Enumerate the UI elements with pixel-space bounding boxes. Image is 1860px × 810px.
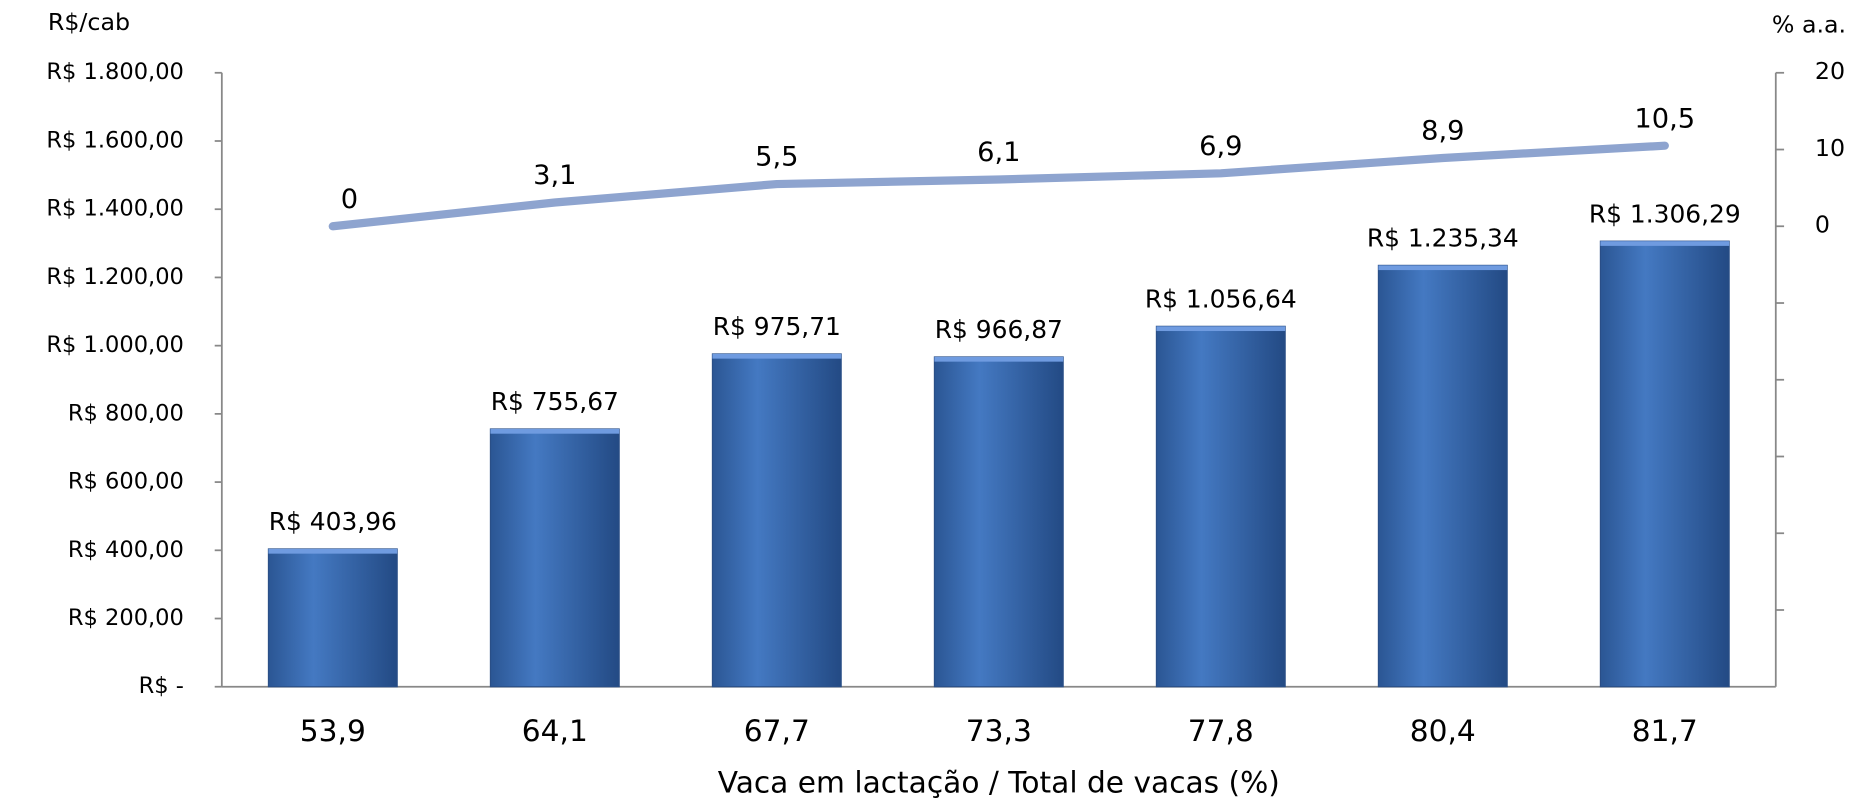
y-tick-label: R$ 1.200,00: [46, 264, 183, 290]
y-axis-title: R$/cab: [48, 8, 130, 36]
line-value-label: 10,5: [1634, 103, 1695, 134]
y-tick-label: R$ -: [139, 673, 184, 699]
bar: [1377, 264, 1508, 688]
bar-value-label: R$ 975,71: [713, 312, 841, 341]
y-tick-label: R$ 600,00: [68, 469, 184, 495]
bar: [1599, 240, 1730, 688]
line-value-label: 6,1: [977, 137, 1020, 168]
y2-tick-label: 0: [1815, 211, 1830, 239]
y-tick-label: R$ 200,00: [68, 605, 184, 631]
y2-tick-label: 10: [1815, 134, 1845, 162]
bar: [267, 548, 398, 688]
line-value-label: 6,9: [1199, 131, 1242, 162]
bar-top: [1156, 326, 1286, 332]
bar-top: [934, 356, 1064, 362]
x-tick-label: 73,3: [966, 714, 1032, 748]
bar-top: [712, 353, 842, 359]
line: [328, 141, 1669, 231]
y-tick-label: R$ 800,00: [68, 400, 184, 426]
bar-value-label: R$ 1.306,29: [1589, 199, 1741, 228]
x-tick-label: 77,8: [1188, 714, 1254, 748]
y-tick-label: R$ 1.000,00: [46, 332, 183, 358]
x-tick-label: 80,4: [1410, 714, 1476, 748]
x-tick-label: 81,7: [1632, 714, 1698, 748]
bar-value-label: R$ 755,67: [491, 387, 619, 416]
x-axis-title: Vaca em lactação / Total de vacas (%): [718, 766, 1280, 800]
y-tick-label: R$ 1.400,00: [46, 196, 183, 222]
line-value-label: 0: [341, 184, 358, 215]
bar-value-label: R$ 1.056,64: [1145, 285, 1297, 314]
bar-value-label: R$ 1.235,34: [1367, 224, 1519, 253]
bar-value-label: R$ 403,96: [269, 507, 397, 536]
bar: [711, 353, 842, 688]
bar: [1155, 325, 1286, 688]
bar-top: [268, 548, 398, 554]
y-tick-label: R$ 1.600,00: [46, 128, 183, 154]
bar-top: [1600, 241, 1730, 246]
y-tick-label: R$ 400,00: [68, 537, 184, 563]
x-tick-label: 67,7: [744, 714, 810, 748]
line-value-label: 5,5: [755, 142, 798, 173]
bar-value-label: R$ 966,87: [935, 315, 1063, 344]
bar-top: [1378, 265, 1508, 271]
bar-top: [490, 428, 620, 434]
y2-axis-title: % a.a.: [1772, 10, 1846, 38]
x-tick-label: 64,1: [522, 714, 588, 748]
line-value-label: 8,9: [1421, 116, 1464, 147]
bar: [489, 428, 620, 688]
line-value-label: 3,1: [533, 160, 576, 191]
y-tick-label: R$ 1.800,00: [46, 59, 183, 85]
x-tick-label: 53,9: [300, 714, 366, 748]
bar: [933, 356, 1064, 688]
y2-tick-label: 20: [1815, 57, 1845, 85]
